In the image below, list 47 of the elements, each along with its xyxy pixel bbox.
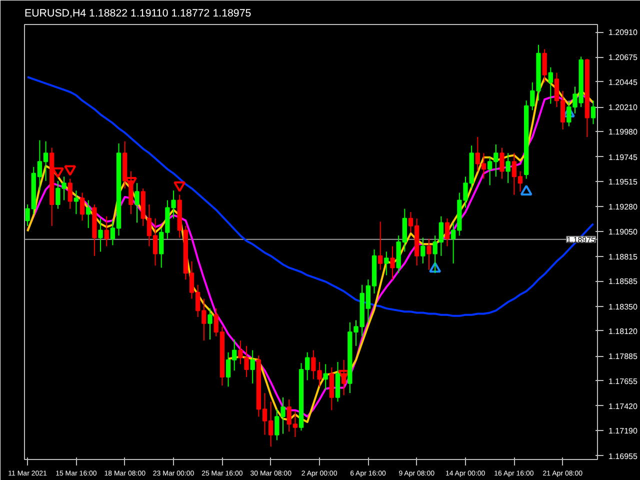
- y-tick-label: 1.18585: [608, 277, 638, 286]
- ref-line-label: 1.18975: [566, 235, 596, 244]
- y-tick-label: 1.17420: [608, 402, 638, 411]
- candlestick: [98, 218, 103, 252]
- candlestick: [548, 66, 553, 104]
- candlestick: [74, 190, 79, 215]
- y-tick-label: 1.20210: [608, 103, 638, 112]
- chart-title: EURUSD,H4 1.18822 1.19110 1.18772 1.18975: [24, 8, 252, 20]
- candlestick: [68, 178, 72, 210]
- candlestick: [590, 100, 596, 125]
- point: [64, 165, 76, 176]
- y-tick-label: 1.20445: [608, 78, 638, 87]
- candlestick: [86, 200, 91, 229]
- candlestick: [390, 246, 395, 280]
- y-tick-label: 1.19980: [608, 128, 638, 137]
- candlestick: [208, 308, 212, 340]
- y-tick-label: 1.19280: [608, 202, 638, 212]
- candlestick: [444, 218, 450, 247]
- y-tick-label: 1.17655: [608, 376, 638, 386]
- candlestick: [542, 48, 547, 83]
- candlestick: [426, 238, 432, 270]
- y-tick-label: 1.17190: [608, 426, 638, 436]
- candlestick: [80, 192, 85, 222]
- y-tick-label: 1.17885: [608, 352, 638, 362]
- point: [174, 181, 186, 192]
- y-tick-label: 1.18815: [608, 252, 638, 262]
- line-series: [26, 76, 594, 317]
- candlestick: [342, 359, 346, 396]
- candlestick: [329, 366, 334, 411]
- candlestick: [506, 152, 510, 184]
- y-tick-label: 1.16955: [608, 452, 638, 461]
- candlestick: [323, 364, 328, 390]
- y-tick-label: 1.19050: [608, 227, 638, 236]
- candlestick: [384, 251, 389, 276]
- y-tick-label: 1.20910: [608, 28, 638, 37]
- y-tick-label: 1.19745: [608, 152, 638, 162]
- candlestick: [335, 362, 340, 402]
- candlestick: [134, 182, 140, 224]
- candlestick: [378, 221, 383, 270]
- y-tick-label: 1.18120: [608, 326, 638, 336]
- y-tick-label: 1.20675: [608, 53, 638, 62]
- y-tick-label: 1.19515: [608, 177, 638, 186]
- y-tick-label: 1.18350: [608, 302, 638, 312]
- candlestick: [250, 350, 255, 384]
- candlestick: [420, 237, 426, 264]
- candlestick: [104, 216, 109, 247]
- candlestick: [500, 147, 504, 180]
